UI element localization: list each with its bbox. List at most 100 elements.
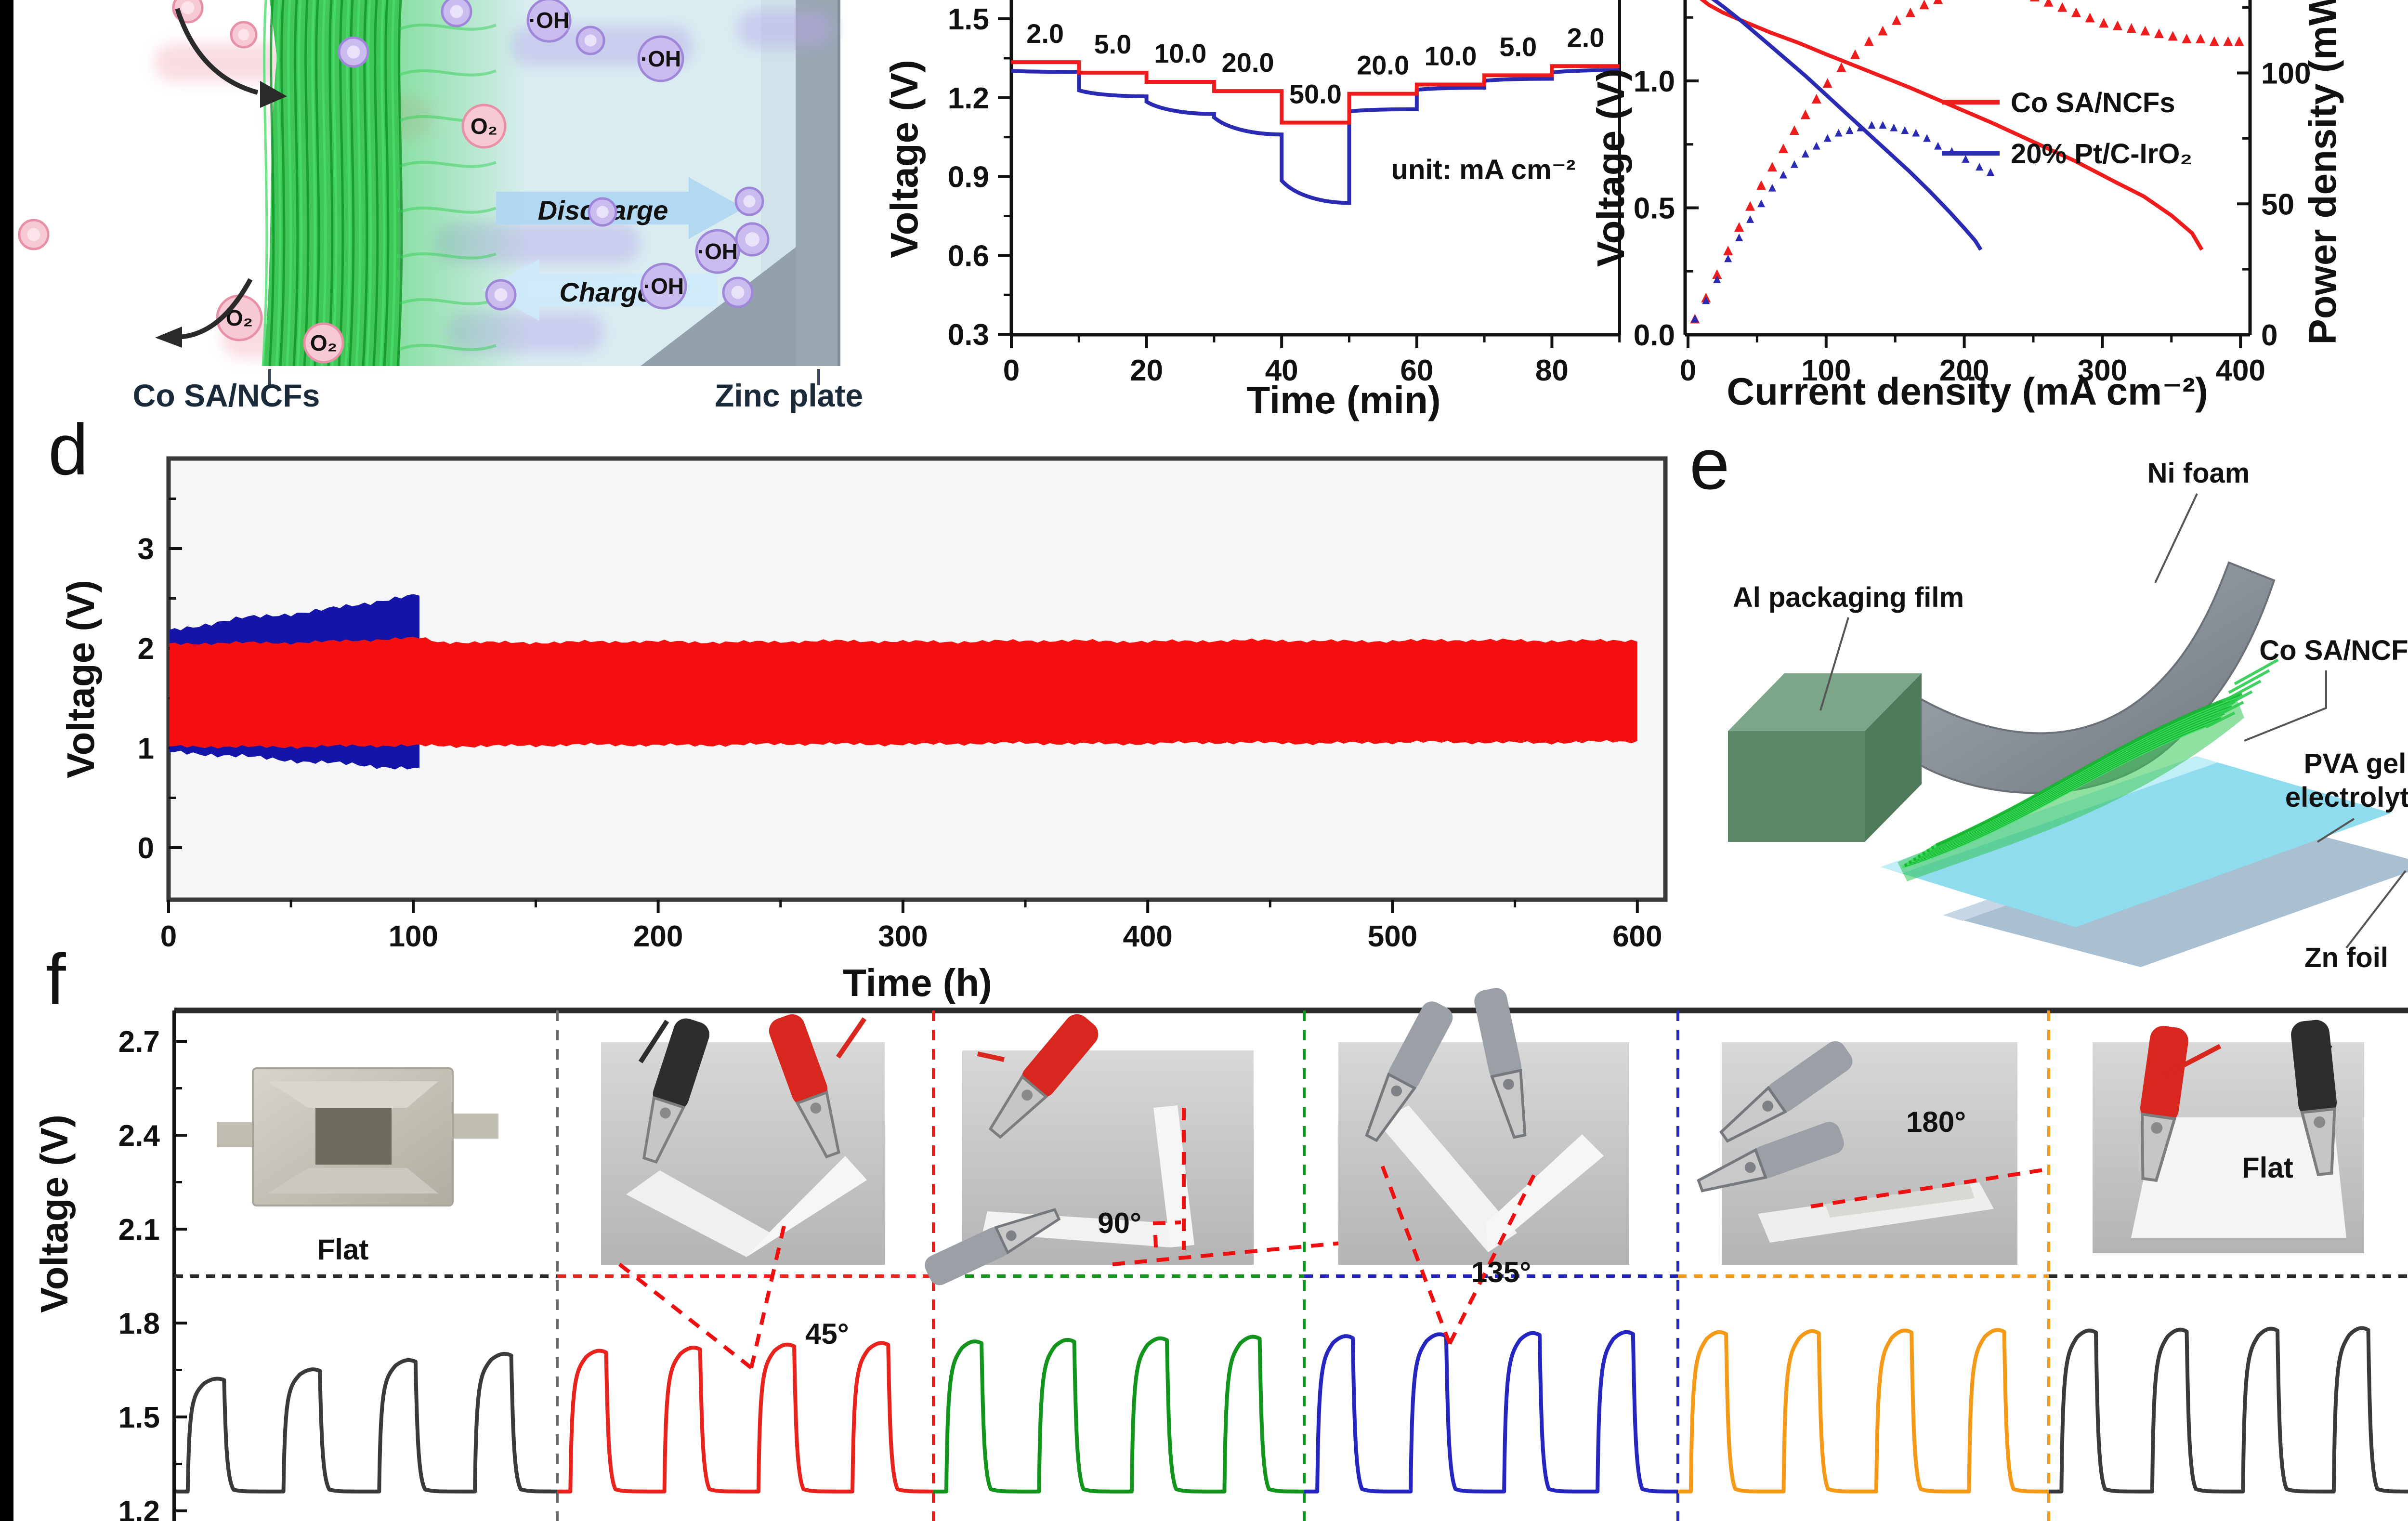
black-wire [2318,1044,2332,1070]
f-ytick-label: 1.5 [118,1401,160,1434]
o2-molecule: O₂ [461,104,507,149]
c-legend: Co SA/NCFs 20% Pt/C-IrO₂ [1942,87,2192,170]
electrode-fiber-tip [399,160,497,168]
c-power-ptc-marker [1845,126,1854,134]
b-current-density-label: 10.0 [1424,41,1477,71]
electrode-fiber [310,0,316,367]
electrode-fiber [327,0,334,367]
electrode-fiber [268,0,275,367]
d-xtick-label: 400 [1123,920,1172,953]
o2-molecule [18,219,50,250]
electrode-fiber [279,0,286,367]
panel-e-flexible-cell-schematic: e Ni foam Al packaging film Co SA/NCFs P… [1689,423,2408,973]
c-power-cosa-marker [1789,125,1799,135]
c-power-cosa-marker [2154,28,2164,38]
angle-45-annotation [615,1225,786,1370]
c-ytick-left-label: 1.0 [1634,65,1675,98]
co-sa-ncf-fiber [1935,692,2243,847]
angle-90-label: 90° [1098,1207,1141,1239]
c-power-ptc-marker [1735,233,1743,241]
electrode-fiber [366,0,372,367]
red-wire [836,1017,867,1059]
panel-b-rate-chart: 1.5 1.2 0.9 0.6 0.3 0 20 40 60 80 2.0 5.0 10.0 20.0 50… [883,0,1621,421]
e-leader-lines [1819,493,2407,949]
oh-molecule [338,36,369,68]
b-curve-cosa [1011,60,1620,125]
molecule-inner [494,288,508,302]
c-power-cosa-marker [2085,13,2095,23]
co-sa-ncf-electrode [262,0,497,367]
fiber-tip [2205,711,2236,729]
c-power-cosa-marker [2223,36,2233,46]
electrode-caption: Co SA/NCFs [133,378,320,413]
c-power-cosa-marker [1878,26,1888,36]
d-xtick-label: 100 [389,920,438,953]
pouch-window [315,1108,392,1165]
electrode-fiber [275,0,282,367]
c-power-ptc-marker [1757,199,1766,208]
b-plot-content: 1.5 1.2 0.9 0.6 0.3 0 20 40 60 80 2.0 5.0 10.0 20.0 50… [948,3,1621,387]
al-film-top [1728,673,1922,731]
electrode-fiber-tip [399,23,497,31]
fiber-tip [2216,690,2253,711]
bent-cell-left [1377,1105,1517,1252]
photo-bend-180: 180° [1695,1037,2047,1265]
c-power-ptc-marker [1923,134,1931,142]
molecule-inner [450,5,463,18]
oh-molecule: ·OH [526,0,572,43]
b-current-density-label: 5.0 [1094,29,1132,59]
e-label-al-film: Al packaging film [1733,582,1964,613]
c-power-cosa-marker [1933,0,1943,4]
pva-gel-sheet [1881,756,2391,927]
c-power-cosa-marker [2112,20,2122,30]
e-label-co-sa-ncfs: Co SA/NCFs [2259,635,2408,666]
f-ytick-label: 2.7 [118,1025,160,1059]
b-xtick-label: 60 [1400,354,1433,387]
c-ylabel-right: Power density (mW cm⁻²) [2301,0,2344,345]
discharge-arrow [496,177,744,239]
angle-135-annotation [1380,1165,1536,1345]
c-power-cosa-marker [1767,162,1777,172]
b-xtick-label: 40 [1265,354,1298,387]
electrode-fiber [331,0,338,367]
molecule-circle [640,262,687,310]
b-xtick-label: 0 [1003,354,1020,387]
f-ytick-label: 1.2 [118,1495,160,1521]
f-plot-content: 2.7 2.4 2.1 1.8 1.5 1.2 [118,1010,2408,1521]
c-power-cosa-marker [1756,180,1767,190]
pouch-fold-top [267,1081,438,1108]
c-voltage-cosa [1699,0,2204,251]
c-power-cosa-marker [2057,2,2068,12]
d-xlabel: Time (h) [843,961,992,1004]
photo-flat-pouch: Flat [217,1067,498,1266]
fiber-tip [2228,669,2270,694]
d-xtick-label: 0 [160,920,177,953]
oxygen-flow-arrows [155,8,287,348]
molecule-label: ·OH [641,46,681,71]
zinc-caption: Zinc plate [715,378,863,413]
c-xtick-label: 400 [2215,354,2265,387]
fiber-tip [2222,680,2262,703]
d-xtick-label: 600 [1612,920,1662,953]
electrode-fiber [296,0,303,367]
o2-in-arrowhead [260,81,287,108]
c-power-cosa-marker [2196,33,2206,43]
molecule-circle [637,35,684,82]
ion-stream-pill [737,10,833,48]
pouch-tab-right [448,1114,498,1139]
d-ytick-label: 3 [138,533,154,566]
b-current-density-label: 20.0 [1222,47,1274,78]
electrode-fiber [292,0,299,367]
c-power-ptc-marker [1934,142,1942,150]
panel-letter-d: d [48,409,88,490]
c-power-cosa-marker [1905,7,1915,17]
o2-in-arrow [175,8,259,95]
bent-cell-left [626,1170,771,1257]
c-power-cosa-marker [1712,269,1722,279]
b-ytick-label: 1.2 [948,82,989,115]
molecule-label: O₂ [310,330,337,355]
c-power-ptc-marker [1746,215,1754,223]
b-current-density-label: 5.0 [1499,31,1537,62]
c-power-cosa-marker [1745,201,1755,211]
